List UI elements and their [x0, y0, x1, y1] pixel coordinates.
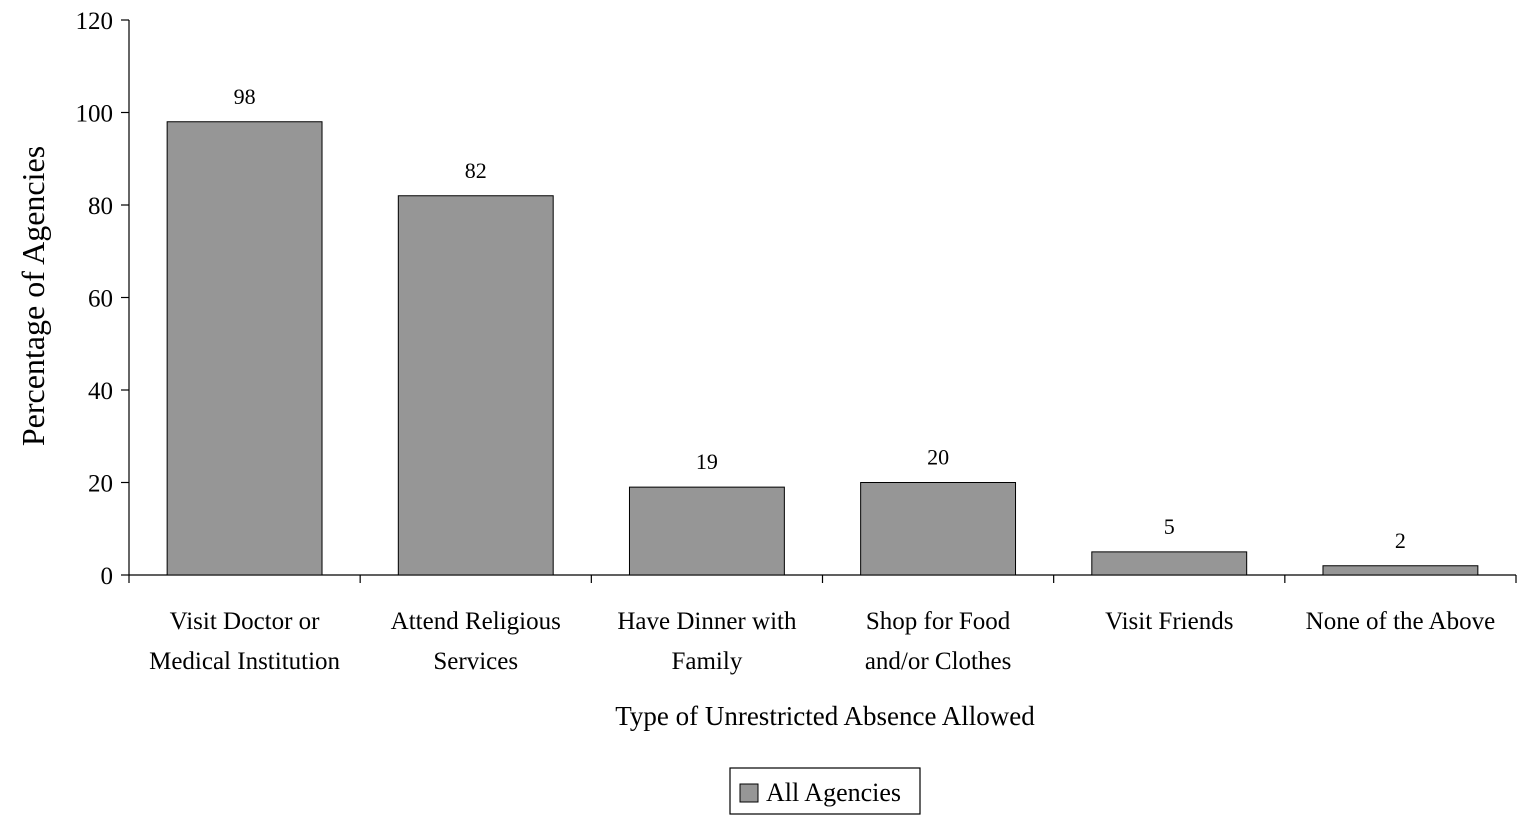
category-label: Medical Institution	[149, 648, 340, 675]
data-label: 19	[696, 449, 718, 474]
category-label: Family	[671, 648, 742, 675]
bar	[397, 195, 554, 576]
category-label: and/or Clothes	[865, 648, 1012, 675]
x-axis-title: Type of Unrestricted Absence Allowed	[615, 701, 1035, 731]
x-axis	[128, 574, 1517, 583]
category-label: Shop for Food	[866, 608, 1011, 635]
legend-swatch	[739, 783, 759, 803]
bar	[628, 486, 785, 576]
bar	[166, 121, 323, 576]
data-label: 20	[927, 445, 949, 470]
y-tick-label: 20	[88, 471, 113, 498]
category-label: Attend Religious	[391, 608, 561, 635]
data-labels: 98 82 19 20 5 2	[234, 84, 1406, 553]
data-label: 98	[234, 84, 256, 109]
category-label: None of the Above	[1306, 608, 1496, 635]
category-label: Visit Doctor or	[170, 608, 321, 635]
data-label: 82	[465, 158, 487, 183]
legend-label: All Agencies	[766, 778, 901, 807]
category-label: Services	[433, 648, 518, 675]
bars	[166, 121, 1479, 576]
y-tick-label: 80	[88, 193, 113, 220]
y-tick-label: 40	[88, 378, 113, 405]
y-tick-label: 0	[101, 563, 114, 590]
data-label: 2	[1395, 528, 1406, 553]
category-labels: Visit Doctor or Medical Institution Attend…	[149, 608, 1495, 675]
legend: All Agencies	[729, 767, 921, 815]
category-label: Visit Friends	[1105, 608, 1233, 635]
bar	[860, 482, 1017, 576]
y-axis-title: Percentage of Agencies	[15, 146, 51, 446]
y-axis: 0 20 40 60 80 100 120	[76, 8, 130, 590]
category-label: Have Dinner with	[617, 608, 797, 635]
bar	[1091, 551, 1248, 576]
y-tick-label: 60	[88, 286, 113, 313]
y-tick-label: 120	[76, 8, 114, 35]
data-label: 5	[1164, 514, 1175, 539]
legend-box	[729, 767, 921, 815]
y-tick-label: 100	[76, 101, 114, 128]
bar	[1322, 565, 1479, 576]
